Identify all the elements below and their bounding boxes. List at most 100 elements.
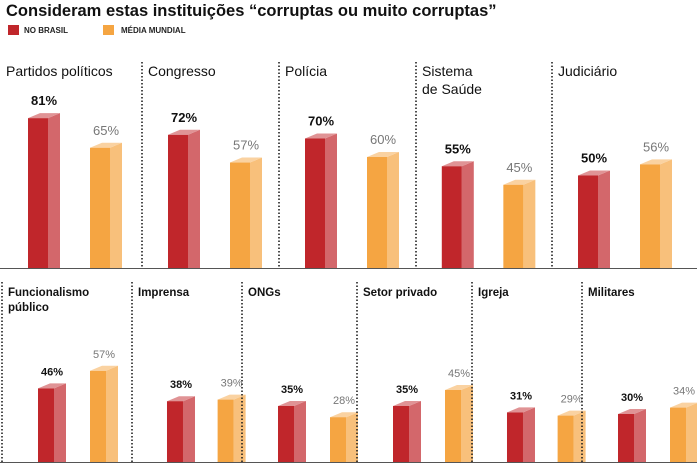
bar-side — [110, 142, 122, 268]
data-label: 45% — [506, 160, 532, 175]
bar-brasil — [578, 175, 598, 268]
bar-brasil — [278, 406, 294, 462]
category-label: de Saúde — [422, 81, 482, 97]
category-label: Judiciário — [558, 63, 617, 79]
bar-side — [250, 157, 262, 268]
bar-side — [387, 152, 399, 268]
data-label: 30% — [621, 392, 643, 404]
data-label: 55% — [445, 141, 471, 156]
bar-mundial — [230, 162, 250, 268]
bar-top — [445, 385, 473, 390]
bar-side — [686, 403, 697, 462]
bar-top — [305, 133, 337, 139]
bar-top — [670, 402, 697, 408]
bar-brasil — [28, 118, 48, 269]
bar-side — [409, 401, 421, 462]
bar-side — [106, 365, 118, 462]
category-label: ONGs — [248, 287, 281, 299]
bar-brasil — [166, 401, 183, 462]
legend-label-brasil: NO BRASIL — [24, 26, 68, 35]
category-label: Polícia — [285, 63, 327, 79]
data-label: 35% — [396, 384, 418, 396]
bar-top — [578, 170, 610, 176]
bar-side — [325, 133, 337, 268]
bar-top — [441, 161, 474, 167]
legend-label-mundial: MÉDIA MUNDIAL — [121, 26, 186, 35]
category-label: Militares — [588, 287, 635, 299]
data-label: 65% — [93, 123, 119, 138]
bar-top — [506, 407, 535, 413]
legend-swatch-brasil — [8, 25, 19, 35]
bar-top — [38, 383, 66, 389]
chart-title: Consideram estas instituições “corruptas… — [6, 2, 497, 20]
bar-top — [166, 396, 195, 402]
bar-side — [182, 396, 195, 462]
bar-top — [90, 365, 118, 371]
bar-brasil — [618, 414, 634, 462]
category-label: Congresso — [148, 63, 216, 79]
category-label: Igreja — [478, 287, 509, 299]
bar-brasil — [38, 388, 54, 462]
bar-brasil — [305, 138, 325, 268]
bar-top — [503, 179, 536, 185]
data-label: 35% — [281, 384, 303, 396]
bar-brasil — [168, 134, 188, 268]
data-label: 56% — [643, 139, 669, 154]
data-label: 70% — [308, 114, 334, 129]
bar-mundial — [503, 184, 524, 268]
data-label: 60% — [370, 132, 396, 147]
data-label: 81% — [31, 93, 57, 108]
bar-side — [54, 383, 66, 462]
bar-top — [393, 401, 421, 406]
data-label: 72% — [171, 110, 197, 125]
bar-side — [461, 161, 474, 268]
bar-top — [557, 410, 586, 416]
bar-top — [90, 142, 122, 148]
bar-side — [188, 129, 200, 268]
bar-top — [217, 394, 246, 400]
data-label: 28% — [333, 395, 355, 407]
bar-top — [330, 412, 358, 418]
bar-mundial — [640, 164, 660, 268]
bar-side — [461, 385, 473, 462]
category-label: Partidos políticos — [6, 63, 113, 79]
bar-mundial — [670, 407, 686, 462]
bar-top — [230, 157, 262, 163]
bar-side — [634, 409, 646, 462]
bar-mundial — [330, 417, 346, 462]
bar-side — [48, 113, 60, 269]
data-label: 50% — [581, 151, 607, 166]
bar-mundial — [367, 157, 387, 268]
bar-top — [168, 129, 200, 135]
bar-side — [346, 412, 358, 462]
data-label: 34% — [673, 386, 695, 398]
bar-top — [618, 409, 646, 414]
data-label: 39% — [221, 378, 243, 390]
bar-top — [640, 159, 672, 165]
category-label: Funcionalismo — [8, 287, 89, 299]
bar-side — [522, 407, 535, 462]
data-label: 57% — [233, 138, 259, 153]
category-label: Sistema — [422, 63, 473, 79]
bar-top — [367, 152, 399, 157]
bar-brasil — [441, 166, 462, 268]
bar-side — [233, 394, 246, 462]
data-label: 38% — [170, 379, 192, 391]
bar-side — [523, 179, 536, 268]
data-label: 57% — [93, 349, 115, 361]
bar-side — [660, 159, 672, 268]
data-label: 31% — [510, 390, 532, 402]
legend: NO BRASIL MÉDIA MUNDIAL — [8, 25, 186, 35]
bar-brasil — [393, 406, 409, 462]
data-label: 29% — [561, 394, 583, 406]
legend-swatch-mundial — [103, 25, 114, 35]
bar-mundial — [217, 399, 234, 462]
bar-side — [598, 170, 610, 268]
bar-brasil — [506, 412, 523, 462]
bar-mundial — [445, 390, 461, 462]
data-label: 46% — [41, 366, 63, 378]
category-label: público — [8, 302, 49, 314]
bar-top — [278, 401, 306, 406]
bar-side — [294, 401, 306, 462]
